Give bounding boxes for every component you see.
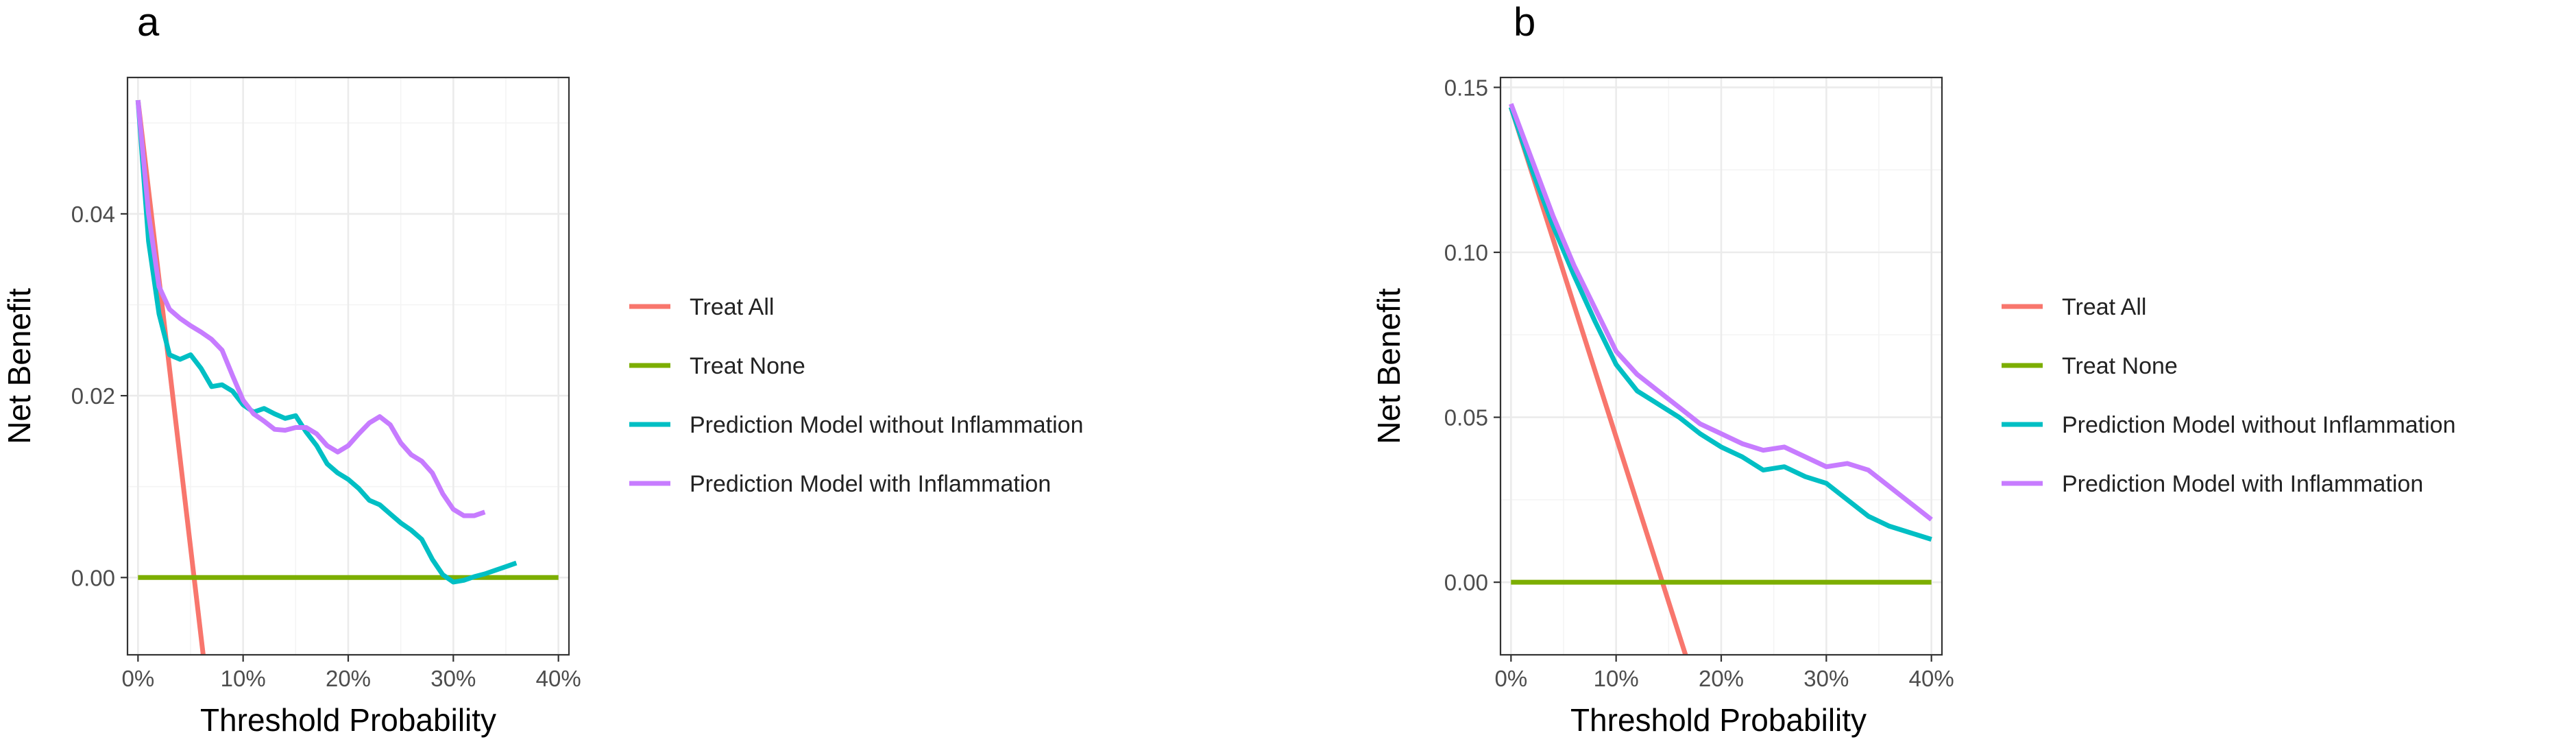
panel-b-y-axis-title: Net Benefit — [1371, 288, 1407, 444]
panel-b-y-tick-label: 0.00 — [1444, 570, 1488, 595]
panel-b-legend-label-prediction-model-without-inflammation: Prediction Model without Inflammation — [2062, 412, 2456, 438]
panel-b-legend-label-treat-all: Treat All — [2062, 294, 2146, 320]
panel-a-y-tick-label: 0.04 — [71, 202, 115, 227]
panel-a-letter: a — [137, 0, 160, 45]
panel-b-series-treat-all — [1508, 106, 1688, 655]
panel-b-series-lines — [1508, 103, 1933, 655]
panel-a-y-tick-label: 0.00 — [71, 565, 115, 590]
panel-a-ticks: 0% 10% 20% 30% 40% 0.00 0.02 0.04 — [71, 202, 581, 691]
panel-b-x-tick-label: 0% — [1494, 666, 1527, 691]
panel-b-legend-label-treat-none: Treat None — [2062, 353, 2178, 379]
panel-a-series-lines — [135, 99, 559, 655]
panel-a: a 0% 10% 20% 30% 40% 0.00 0.02 0.04 Threshold P… — [1, 0, 1084, 738]
panel-a-legend: Treat All Treat None Prediction Model with… — [629, 294, 1084, 497]
panel-a-legend-label-prediction-model-with-inflammation: Prediction Model with Inflammation — [690, 471, 1051, 497]
panel-a-y-tick-label: 0.02 — [71, 383, 115, 409]
panel-a-legend-label-treat-all: Treat All — [690, 294, 774, 320]
panel-b-gridlines — [1500, 77, 1942, 655]
panel-b-x-tick-label: 40% — [1909, 666, 1954, 691]
panel-b-series-prediction-model-without-inflammation — [1508, 106, 1932, 542]
panel-b-x-axis-title: Threshold Probability — [1570, 702, 1867, 738]
panel-a-x-tick-label: 30% — [430, 666, 476, 691]
panel-a-x-tick-label: 20% — [326, 666, 371, 691]
panel-b-x-tick-label: 20% — [1699, 666, 1744, 691]
panel-a-legend-label-treat-none: Treat None — [690, 353, 805, 379]
panel-b-letter: b — [1514, 0, 1535, 45]
panel-a-y-axis-title: Net Benefit — [1, 288, 37, 444]
panel-b-ticks: 0% 10% 20% 30% 40% 0.00 0.05 0.10 0.15 — [1444, 75, 1954, 691]
panel-a-x-tick-label: 0% — [121, 666, 154, 691]
panel-b-y-tick-label: 0.15 — [1444, 75, 1488, 100]
panel-b-y-tick-label: 0.05 — [1444, 405, 1488, 431]
panel-b-x-tick-label: 10% — [1594, 666, 1639, 691]
panel-b-legend: Treat All Treat None Prediction Model with… — [2002, 294, 2456, 497]
panel-a-x-tick-label: 10% — [221, 666, 266, 691]
panel-a-legend-label-prediction-model-without-inflammation: Prediction Model without Inflammation — [690, 412, 1084, 438]
panel-b-x-tick-label: 30% — [1803, 666, 1849, 691]
panel-a-series-prediction-model-with-inflammation — [135, 99, 486, 518]
panel-a-series-prediction-model-without-inflammation — [135, 99, 518, 585]
panel-b-y-tick-label: 0.10 — [1444, 240, 1488, 265]
panel-a-x-axis-title: Threshold Probability — [200, 702, 496, 738]
panel-b: b 0% 10% 20% 30% 40% 0.00 0.05 0.10 0.15 Thresho… — [1371, 0, 2456, 738]
panel-a-x-tick-label: 40% — [536, 666, 581, 691]
panel-b-series-prediction-model-with-inflammation — [1509, 103, 1933, 522]
panel-b-legend-label-prediction-model-with-inflammation: Prediction Model with Inflammation — [2062, 471, 2423, 497]
